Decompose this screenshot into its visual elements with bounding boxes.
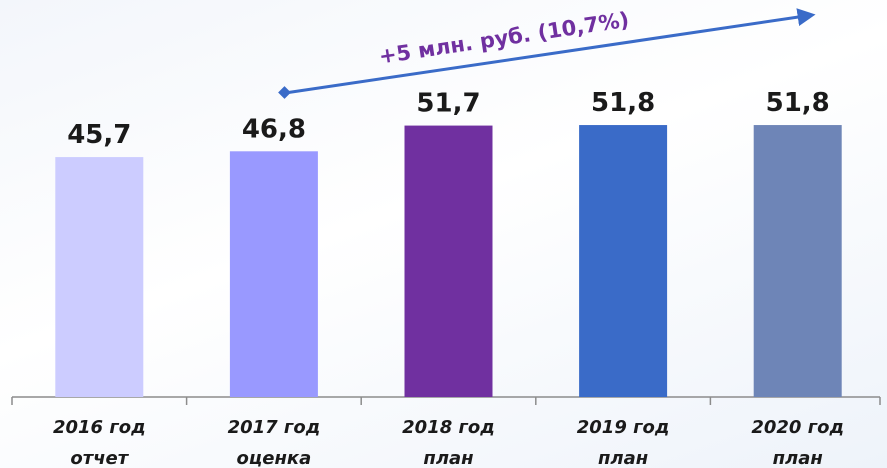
x-tick-label: 2020 год: [751, 417, 844, 438]
x-tick-label: отчет: [70, 448, 129, 468]
value-label: 45,7: [67, 120, 131, 150]
bar: [229, 151, 318, 397]
x-tick-label: план: [773, 448, 823, 468]
x-tick-label: 2018 год: [402, 417, 495, 438]
value-label: 51,7: [416, 89, 480, 119]
x-tick-label: оценка: [237, 448, 312, 468]
arrow-start: [278, 86, 291, 99]
x-tick-label: 2016 год: [53, 417, 146, 438]
value-label: 51,8: [766, 88, 830, 118]
bar: [404, 125, 493, 397]
bar: [753, 125, 842, 398]
x-tick-label: план: [423, 448, 473, 468]
bar: [55, 157, 144, 397]
bar: [579, 125, 668, 398]
value-label: 51,8: [591, 88, 655, 118]
x-tick-label: 2019 год: [577, 417, 670, 438]
trend-arrow: [284, 8, 816, 95]
value-label: 46,8: [242, 114, 306, 144]
x-tick-label: план: [598, 448, 648, 468]
x-tick-label: 2017 год: [228, 417, 321, 438]
